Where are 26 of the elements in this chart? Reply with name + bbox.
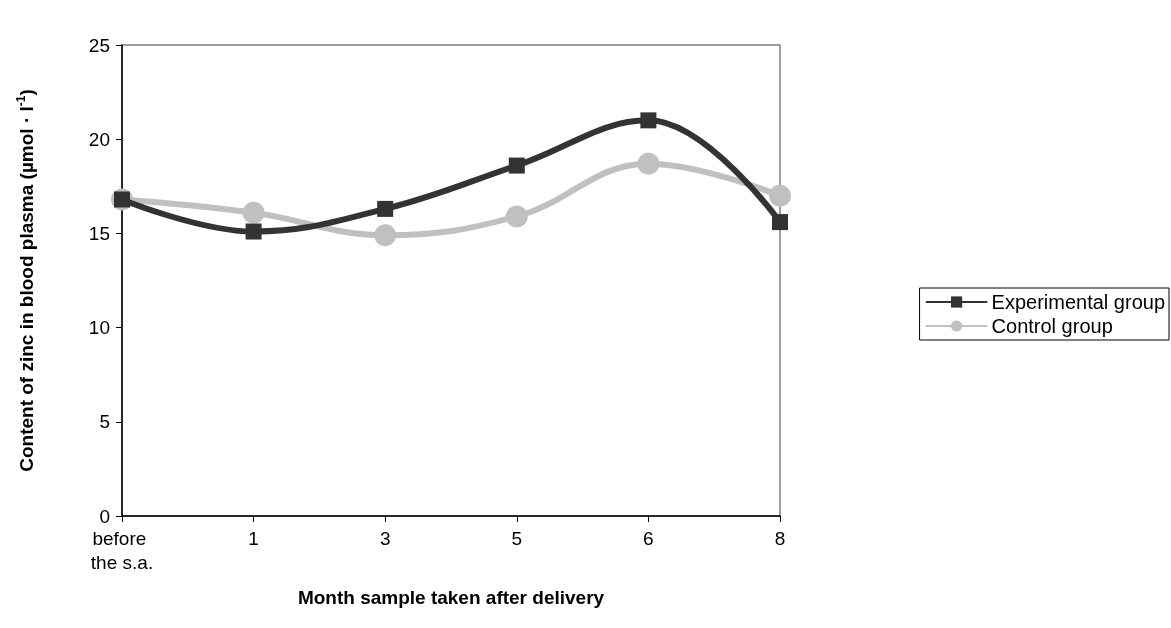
y-axis-title: Content of zinc in blood plasma (µmol · l-1) bbox=[14, 89, 37, 472]
point bbox=[772, 214, 788, 231]
point bbox=[637, 152, 660, 175]
y-tick-label: 5 bbox=[99, 411, 110, 433]
point bbox=[508, 157, 525, 174]
point bbox=[245, 223, 262, 240]
x-tick-label: 1 bbox=[248, 527, 259, 549]
x-tick-label: before the s.a. bbox=[90, 527, 154, 573]
x-tick-label: 3 bbox=[379, 527, 391, 549]
point bbox=[242, 201, 265, 224]
y-tick-label: 0 bbox=[99, 505, 110, 527]
y-tick-label: 25 bbox=[88, 34, 110, 56]
legend-label: Control group bbox=[991, 315, 1113, 337]
point bbox=[769, 184, 791, 207]
y-tick-label: 10 bbox=[88, 317, 110, 339]
y-tick-label: 20 bbox=[88, 128, 110, 150]
x-tick-label: 5 bbox=[511, 527, 523, 549]
y-tick-label: 15 bbox=[88, 222, 110, 244]
point bbox=[640, 112, 657, 129]
point bbox=[377, 200, 394, 217]
legend-label: Experimental group bbox=[991, 291, 1166, 313]
x-tick-label: 8 bbox=[774, 527, 786, 549]
point bbox=[374, 224, 397, 247]
point bbox=[505, 205, 528, 228]
x-tick-label: 6 bbox=[643, 527, 654, 549]
x-axis-title: Month sample taken after delivery bbox=[297, 587, 605, 608]
